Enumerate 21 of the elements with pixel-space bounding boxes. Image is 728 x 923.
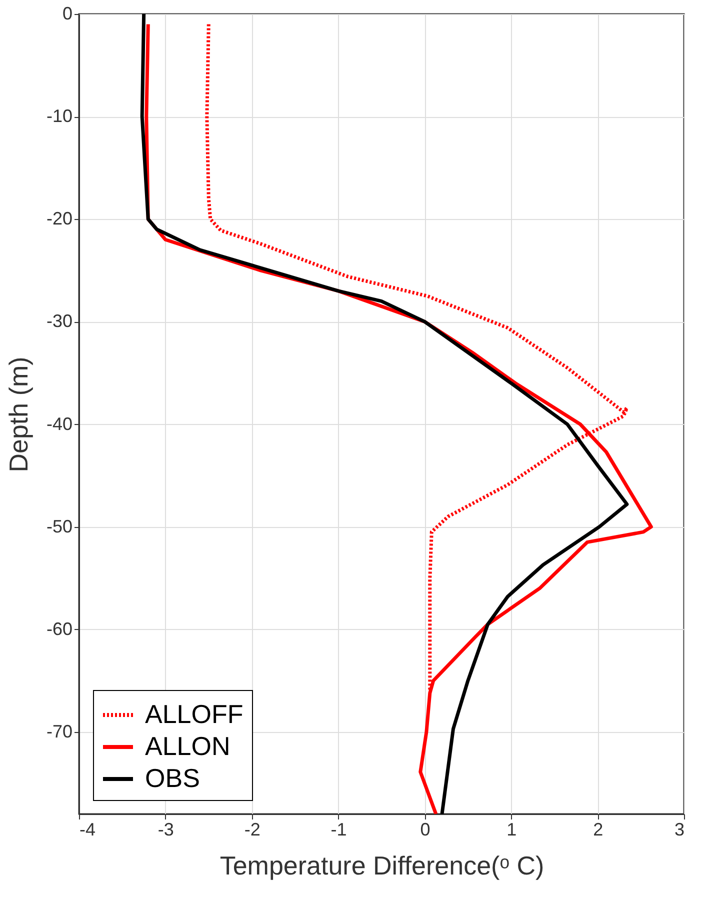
x-tick-label: 0 xyxy=(420,820,430,840)
y-tick-label: -60 xyxy=(46,618,72,639)
y-tick-label: -10 xyxy=(46,106,72,126)
y-tick-label: -70 xyxy=(46,721,72,742)
x-tick-label: -1 xyxy=(330,820,347,840)
x-tick-label: 2 xyxy=(593,820,604,840)
x-tick-label: 1 xyxy=(506,820,517,840)
x-tick-label: -4 xyxy=(80,820,96,840)
y-tick-label: -30 xyxy=(46,311,72,332)
legend-label: ALLOFF xyxy=(145,699,244,729)
x-tick-label: -2 xyxy=(244,820,260,840)
legend-label: OBS xyxy=(145,763,200,793)
y-tick-label: 0 xyxy=(62,4,72,24)
y-axis-title: Depth (m) xyxy=(3,356,34,472)
y-tick-label: -50 xyxy=(46,516,72,536)
x-axis-title: Temperature Difference(ᵒ C) xyxy=(220,850,544,880)
y-tick-label: -40 xyxy=(46,414,72,434)
x-tick-label: 3 xyxy=(674,820,684,840)
legend-label: ALLON xyxy=(145,731,230,761)
x-tick-label: -3 xyxy=(158,820,174,840)
y-tick-label: -20 xyxy=(46,208,72,229)
